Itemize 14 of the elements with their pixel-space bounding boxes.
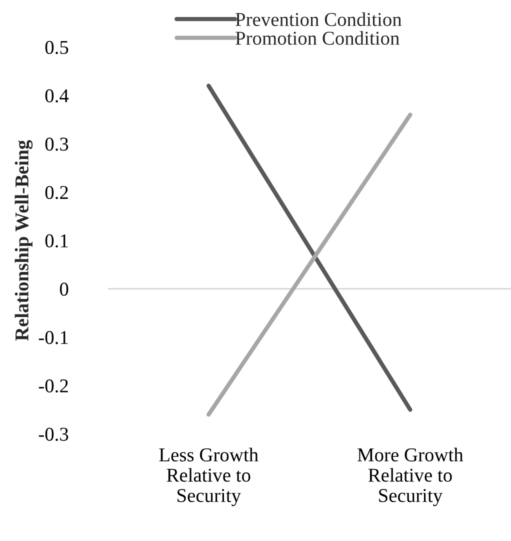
y-tick-label: 0	[60, 282, 68, 296]
y-tick-label: 0.5	[45, 40, 68, 54]
x-tick-label: More Growth Relative to Security	[358, 448, 464, 506]
y-tick-label: 0.4	[45, 89, 69, 102]
y-tick-label: -0.1	[38, 330, 68, 344]
y-tick-label: -0.3	[38, 428, 68, 441]
legend-label: Prevention Condition	[236, 12, 402, 26]
y-tick-label: 0.1	[45, 234, 68, 248]
legend-label: Promotion Condition	[236, 31, 400, 45]
y-tick-label: 0.3	[45, 138, 68, 151]
x-tick-label: Less Growth Relative to Security	[159, 448, 258, 506]
y-tick-label: -0.2	[38, 379, 68, 393]
y-axis-title: Relationship Well-Being	[14, 140, 33, 341]
y-tick-label: 0.2	[45, 186, 68, 200]
